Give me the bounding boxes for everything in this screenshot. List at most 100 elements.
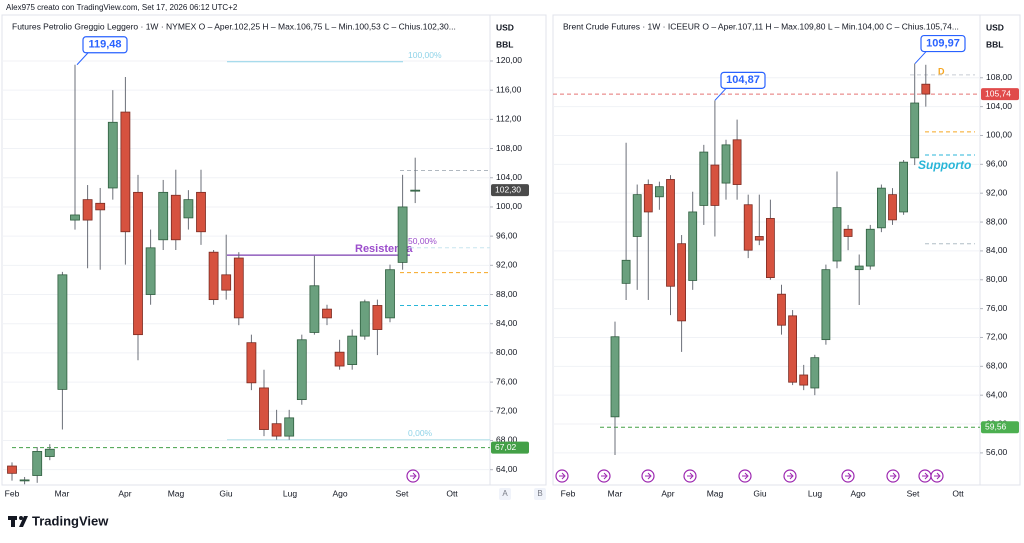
y-tick-label: 108,00 bbox=[496, 143, 522, 153]
callout-box bbox=[82, 36, 128, 54]
event-icon-glyph bbox=[559, 472, 566, 480]
candle-body bbox=[854, 265, 864, 271]
y-tick-label: 84,00 bbox=[496, 318, 518, 328]
x-tick-label: Giu bbox=[219, 488, 233, 498]
candle-body bbox=[259, 387, 269, 430]
y-tick-label: 72,00 bbox=[986, 332, 1008, 342]
candle-body bbox=[170, 194, 181, 241]
candle-body bbox=[843, 228, 853, 237]
price-badge-label: 67,02 bbox=[495, 442, 517, 452]
callout-label: 119,48 bbox=[88, 39, 121, 51]
scale-button-label: B bbox=[537, 489, 542, 498]
pane-frame bbox=[552, 14, 1021, 486]
candle-body bbox=[743, 204, 753, 251]
y-tick-label: 72,00 bbox=[496, 406, 518, 416]
candle-body bbox=[721, 144, 731, 184]
y-tick-label: 64,00 bbox=[986, 389, 1008, 399]
candle-body bbox=[120, 111, 131, 233]
y-tick-label: 68,00 bbox=[986, 361, 1008, 371]
x-tick-label: Apr bbox=[661, 488, 674, 498]
pane-frame bbox=[1, 14, 547, 486]
candle-body bbox=[70, 214, 80, 221]
x-tick-label: Apr bbox=[118, 488, 131, 498]
candle-body bbox=[95, 202, 106, 211]
y-tick-label: 96,00 bbox=[496, 230, 518, 240]
attribution: Alex975 creato con TradingView.com, Set … bbox=[6, 3, 238, 12]
brand-logo bbox=[8, 516, 28, 527]
y-tick-label: 84,00 bbox=[986, 245, 1008, 255]
candle-body bbox=[183, 199, 194, 219]
x-tick-label: Mar bbox=[608, 488, 623, 498]
candle-body bbox=[196, 191, 206, 233]
event-icon-glyph bbox=[742, 472, 749, 480]
candle-body bbox=[666, 179, 675, 287]
x-tick-label: Set bbox=[907, 488, 920, 498]
y-tick-label: 100,00 bbox=[986, 130, 1012, 140]
candle-body bbox=[699, 151, 709, 206]
x-tick-label: Mar bbox=[55, 488, 70, 498]
candle-body bbox=[732, 139, 742, 185]
event-icon-glyph bbox=[787, 472, 794, 480]
y-tick-label: 108,00 bbox=[986, 72, 1012, 82]
candle-body bbox=[284, 417, 295, 437]
candle-body bbox=[221, 274, 232, 291]
price-badge-label: 102,30 bbox=[495, 184, 521, 194]
candle-body bbox=[410, 189, 421, 192]
scale-button-label: A bbox=[502, 489, 508, 498]
y-tick-label: 92,00 bbox=[496, 260, 518, 270]
level-label: 100,00% bbox=[408, 50, 442, 60]
candle-body bbox=[766, 218, 775, 278]
candle-body bbox=[145, 247, 156, 295]
price-badge bbox=[981, 421, 1019, 434]
candle-body bbox=[57, 274, 68, 390]
y-tick-label: 100,00 bbox=[496, 201, 522, 211]
candle-body bbox=[158, 191, 169, 241]
candle-body bbox=[655, 186, 664, 198]
candle-body bbox=[359, 301, 370, 337]
x-tick-label: Ott bbox=[952, 488, 964, 498]
x-tick-label: Set bbox=[396, 488, 409, 498]
candle-body bbox=[888, 194, 897, 221]
currency: USD bbox=[496, 22, 514, 32]
y-tick-label: 104,00 bbox=[496, 172, 522, 182]
event-icon-glyph bbox=[410, 472, 417, 480]
y-tick-label: 80,00 bbox=[986, 274, 1008, 284]
candle-body bbox=[44, 448, 55, 457]
price-badge bbox=[491, 441, 529, 454]
candle-body bbox=[296, 339, 307, 401]
y-tick-label: 112,00 bbox=[496, 114, 522, 124]
candle-body bbox=[621, 259, 631, 284]
candle-body bbox=[246, 342, 257, 384]
x-tick-label: Giu bbox=[753, 488, 767, 498]
chart-title: Brent Crude Futures · 1W · ICEEUR O – Ap… bbox=[563, 21, 959, 31]
candle-body bbox=[233, 257, 244, 319]
candle-body bbox=[865, 228, 875, 267]
candle-body bbox=[82, 199, 93, 221]
candle-body bbox=[688, 211, 698, 281]
candle-body bbox=[754, 236, 764, 241]
event-icon-glyph bbox=[645, 472, 652, 480]
unit: BBL bbox=[986, 39, 1003, 49]
callout-label: 109,97 bbox=[926, 37, 960, 49]
candle-body bbox=[910, 102, 920, 159]
candle-body bbox=[810, 357, 820, 389]
y-tick-label: 68,00 bbox=[496, 435, 518, 445]
price-badge bbox=[491, 184, 529, 197]
candle-body bbox=[643, 184, 653, 213]
annotation: D bbox=[938, 66, 945, 76]
y-tick-label: 120,00 bbox=[496, 55, 522, 65]
level-label: 50,00% bbox=[408, 236, 437, 246]
event-icon-glyph bbox=[934, 472, 941, 480]
y-tick-label: 76,00 bbox=[986, 303, 1008, 313]
candle-body bbox=[777, 293, 786, 326]
currency: USD bbox=[986, 22, 1004, 32]
callout-label: 104,87 bbox=[726, 74, 760, 86]
y-tick-label: 104,00 bbox=[986, 101, 1012, 111]
candle-body bbox=[372, 305, 383, 330]
candle-body bbox=[788, 315, 797, 383]
candle-body bbox=[832, 207, 842, 262]
candle-body bbox=[799, 374, 809, 386]
y-tick-label: 88,00 bbox=[496, 289, 518, 299]
candle-body bbox=[710, 164, 720, 206]
